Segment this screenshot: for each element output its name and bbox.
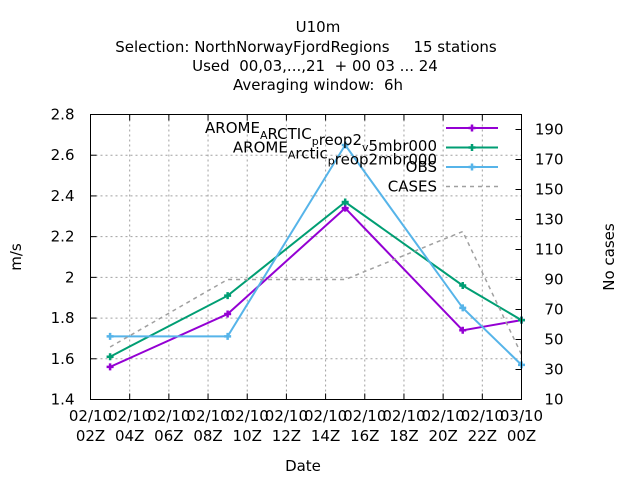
x-axis-label: Date (285, 457, 321, 475)
x-tick-label-hour: 16Z (350, 427, 379, 445)
x-tick-label-hour: 08Z (193, 427, 222, 445)
data-point (224, 310, 232, 318)
data-point (106, 332, 114, 340)
legend-entry-obs: OBS (406, 158, 498, 176)
data-point (224, 332, 232, 340)
data-point (341, 141, 349, 149)
y2-tick-label: 190 (535, 121, 564, 139)
y2-tick-label: 10 (544, 391, 563, 409)
data-point (459, 326, 467, 334)
x-tick-label-date: 02/10 (265, 407, 308, 425)
x-tick-label-hour: 12Z (272, 427, 301, 445)
x-tick-label-date: 02/10 (108, 407, 151, 425)
y-axis-label: m/s (7, 243, 25, 271)
data-point (106, 353, 114, 361)
x-tick-label-date: 02/10 (147, 407, 190, 425)
y2-tick-label: 90 (544, 271, 563, 289)
chart-title: U10m Selection: NorthNorwayFjordRegions … (115, 18, 497, 94)
title-line-1: U10m (296, 18, 341, 36)
legend-label: AROMEArcticpreop2mbr000 (233, 139, 437, 169)
x-tick-label-hour: 10Z (233, 427, 262, 445)
legend-marker (468, 124, 476, 132)
title-line-2: Selection: NorthNorwayFjordRegions 15 st… (115, 38, 497, 56)
x-tick-label-hour: 14Z (311, 427, 340, 445)
x-tick-label-hour: 18Z (389, 427, 418, 445)
data-point (459, 282, 467, 289)
x-tick-label-hour: 22Z (468, 427, 497, 445)
y-tick-label: 1.8 (51, 309, 75, 327)
y-tick-label: 2 (65, 268, 75, 286)
y2-tick-label: 150 (535, 181, 564, 199)
data-point (341, 198, 349, 206)
legend-label: CASES (388, 178, 437, 196)
plot-frame (90, 114, 522, 400)
legend-label: OBS (406, 158, 437, 176)
data-point (341, 204, 349, 212)
x-tick-label-date: 02/10 (304, 407, 347, 425)
series-line-arome-arctic-preop2mbr000 (109, 200, 523, 358)
y2-tick-label: 30 (544, 361, 563, 379)
y2-axis-label: No cases (600, 223, 618, 291)
title-line-4: Averaging window: 6h (233, 76, 403, 94)
legend-entry-arome-arctic-preop2mbr000: AROMEArcticpreop2mbr000 (233, 139, 498, 169)
x-tick-label-date: 03/10 (500, 407, 543, 425)
x-tick-label-date: 02/10 (343, 407, 386, 425)
y-tick-label: 2.4 (51, 187, 75, 205)
y-tick-label: 2.2 (51, 228, 75, 246)
legend-entry-arome-arctic-preop2-v5mbr000: AROMEARCTICpreop2v5mbr000 (205, 119, 498, 155)
x-tick-label-hour: 00Z (507, 427, 536, 445)
series-layer (106, 141, 525, 371)
x-tick-label-date: 02/10 (186, 407, 229, 425)
series-line-cases (109, 230, 523, 355)
data-point (224, 292, 232, 300)
x-tick-label-hour: 04Z (115, 427, 144, 445)
y2-tick-label: 110 (535, 241, 564, 259)
x-tick-label-date: 02/10 (69, 407, 112, 425)
legend-label: AROMEARCTICpreop2v5mbr000 (205, 119, 437, 155)
series-line-obs (110, 143, 523, 366)
x-tick-label-hour: 06Z (154, 427, 183, 445)
legend-entry-cases: CASES (388, 178, 498, 196)
y-tick-label: 2.8 (51, 106, 75, 124)
y-tick-label: 1.6 (51, 350, 75, 368)
series-cases (109, 230, 523, 355)
legend-marker (468, 163, 476, 171)
legend: AROMEARCTICpreop2v5mbr000AROMEArcticpreo… (205, 119, 498, 196)
y2-tick-label: 130 (535, 211, 564, 229)
x-tick-label-date: 02/10 (461, 407, 504, 425)
data-point (459, 304, 467, 312)
title-line-3: Used 00,03,...,21 + 00 03 ... 24 (192, 57, 438, 75)
grid (90, 114, 522, 400)
x-tick-label-date: 02/10 (422, 407, 465, 425)
y2-tick-label: 50 (544, 331, 563, 349)
x-tick-label-hour: 02Z (76, 427, 105, 445)
legend-marker (468, 144, 476, 151)
data-point (106, 363, 114, 371)
x-tick-label-date: 02/10 (226, 407, 269, 425)
x-tick-label-hour: 20Z (428, 427, 457, 445)
x-tick-label-date: 02/10 (382, 407, 425, 425)
y2-tick-label: 170 (535, 151, 564, 169)
y-tick-label: 2.6 (51, 146, 75, 164)
ticks: 02/1002Z02/1004Z02/1006Z02/1008Z02/1010Z… (51, 106, 564, 446)
y2-tick-label: 70 (544, 301, 563, 319)
y-tick-label: 1.4 (51, 391, 75, 409)
